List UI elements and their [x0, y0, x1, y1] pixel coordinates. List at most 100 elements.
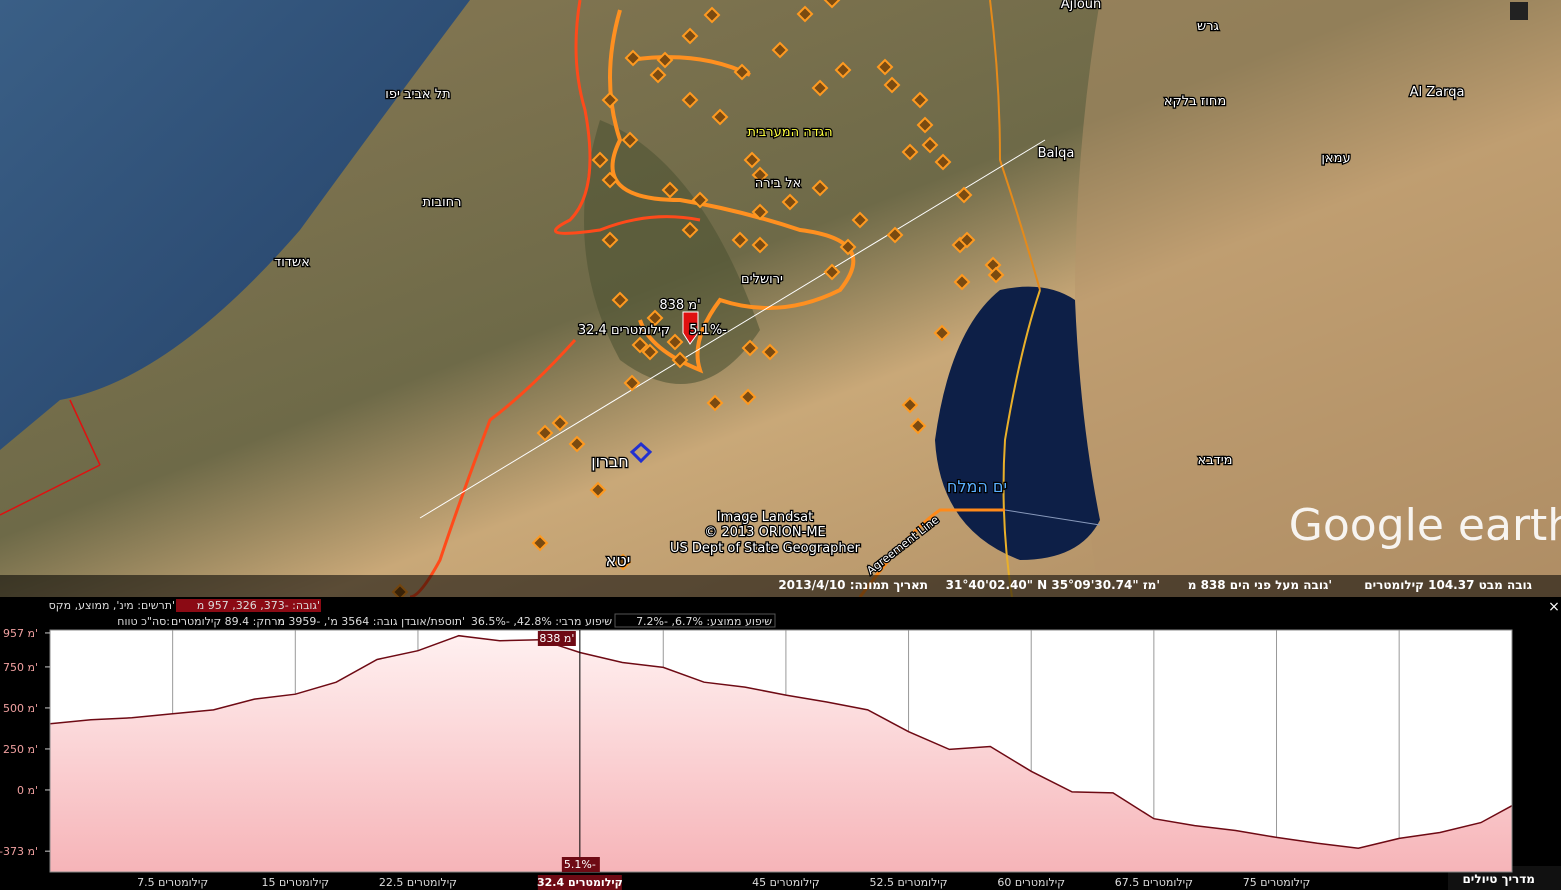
placemark	[771, 41, 789, 59]
placemark	[621, 131, 639, 149]
x-tick-label: 52.5 קילומטרים	[870, 876, 948, 889]
placemark	[711, 108, 729, 126]
marker-box	[537, 631, 576, 646]
imagery-date: תאריך תמונה: 2013/4/10	[778, 578, 928, 592]
place-label: אל בירה	[755, 176, 801, 191]
marker-distance: 32.4 קילומטרים	[537, 876, 623, 889]
y-tick-label: 957 מ'	[3, 627, 38, 640]
place-label: הגדה המערבית	[747, 125, 832, 140]
placemark	[589, 481, 607, 499]
elevation-summary: גובה: -373, 326, 957 מ'	[197, 599, 320, 612]
y-tick-label: 500 מ'	[3, 702, 38, 715]
placemark	[649, 66, 667, 84]
placemark	[631, 336, 649, 354]
tour-guide[interactable]: מדריך טיולים	[1462, 872, 1535, 886]
place-label: רחובות	[423, 195, 462, 210]
placemark	[953, 273, 971, 291]
placemark	[601, 91, 619, 109]
place-label: תל אביב יפו	[385, 87, 450, 102]
placemark	[646, 309, 664, 327]
sea	[0, 0, 470, 450]
placemark	[933, 324, 951, 342]
placemark	[624, 49, 642, 67]
logo: Google earth	[1289, 500, 1561, 551]
nav-control[interactable]	[1510, 2, 1528, 20]
placemark	[901, 396, 919, 414]
placemark	[811, 179, 829, 197]
placemark	[591, 151, 609, 169]
placemark	[568, 435, 586, 453]
map-view[interactable]: Ajloun גרש תל אביב יפו הגדה המערבית Balq…	[0, 0, 1561, 601]
marker-box	[537, 875, 622, 890]
placemark	[911, 91, 929, 109]
placemark	[614, 553, 632, 571]
placemark	[823, 263, 841, 281]
placemark	[901, 143, 919, 161]
elevation: גובה מעל פני הים 838 מ'	[1188, 578, 1332, 592]
x-tick-label: 60 קילומטרים	[997, 876, 1065, 889]
place-label: ים המלח	[947, 477, 1007, 496]
avg-slope: שיפוע ממוצע: 6.7%, -7.2%	[636, 615, 772, 628]
y-tick-label: 0 מ'	[17, 784, 38, 797]
y-tick-label: 250 מ'	[3, 743, 38, 756]
placemark	[851, 211, 869, 229]
hills	[584, 120, 760, 384]
placemark	[731, 231, 749, 249]
area-fill	[50, 635, 1512, 872]
placemark	[761, 343, 779, 361]
place-label: Ajloun	[1061, 0, 1102, 12]
eye-altitude: גובה מבט 104.37 קילומטרים	[1364, 578, 1532, 592]
place-label: עמאן	[1321, 151, 1350, 166]
placemark	[551, 414, 569, 432]
placemark	[681, 91, 699, 109]
elevation-profile: גובה: -373, 326, 957 מ' תרשים: מינ', ממו…	[0, 597, 1561, 890]
placemark	[751, 166, 769, 184]
status-bar: גובה מבט 104.37 קילומטרים גובה מעל פני ה…	[0, 575, 1561, 597]
placemark	[536, 424, 554, 442]
placemark	[987, 266, 1005, 284]
placemark	[601, 231, 619, 249]
placemark	[641, 343, 659, 361]
x-tick-label: 7.5 קילומטרים	[137, 876, 208, 889]
placemark	[741, 339, 759, 357]
placemark	[661, 181, 679, 199]
marker-elevation: 838 מ'	[539, 632, 574, 645]
marker-slope: 5.1%-	[564, 858, 596, 871]
placemark	[706, 394, 724, 412]
x-tick-label: 67.5 קילומטרים	[1115, 876, 1193, 889]
place-label: מידבא	[1197, 453, 1232, 468]
credit: US Dept of State Geographer	[670, 541, 861, 556]
x-tick-label: 45 קילומטרים	[752, 876, 820, 889]
placemark	[671, 351, 689, 369]
place-label: גרש	[1197, 19, 1219, 34]
profile-chart: 957 מ' 750 מ' 500 מ' 250 מ' 0 מ' -373 מ' 7.5 ק…	[0, 627, 1513, 890]
place-label: יטא	[606, 551, 631, 570]
place-label: מחוז בלקא	[1164, 94, 1226, 109]
placemark	[834, 61, 852, 79]
placemark	[823, 0, 841, 9]
path-line	[1004, 509, 1101, 526]
border	[1002, 289, 1041, 598]
placemark	[601, 171, 619, 189]
marker-box	[561, 857, 600, 872]
placemark	[751, 236, 769, 254]
plot-frame	[49, 629, 1513, 873]
placemark	[743, 151, 761, 169]
placemark	[681, 27, 699, 45]
placemark	[691, 191, 709, 209]
cursor-slope: 5.1%-	[689, 323, 727, 338]
max-slope: שיפוע מרבי: 42.8%, -36.5%	[471, 615, 612, 628]
gaza-border	[0, 399, 101, 516]
cursor-elevation: 838 מ'	[659, 298, 700, 313]
placemark	[666, 333, 684, 351]
place-label: Balqa	[1038, 146, 1075, 161]
placemark	[811, 79, 829, 97]
range-total: סה"כ טווח:	[117, 615, 170, 628]
placemark	[916, 116, 934, 134]
summary-box	[176, 599, 321, 612]
elevation-line	[49, 634, 1513, 849]
credit: Image Landsat	[717, 510, 813, 525]
placemark	[909, 417, 927, 435]
close-button[interactable]: ×	[1548, 599, 1560, 615]
